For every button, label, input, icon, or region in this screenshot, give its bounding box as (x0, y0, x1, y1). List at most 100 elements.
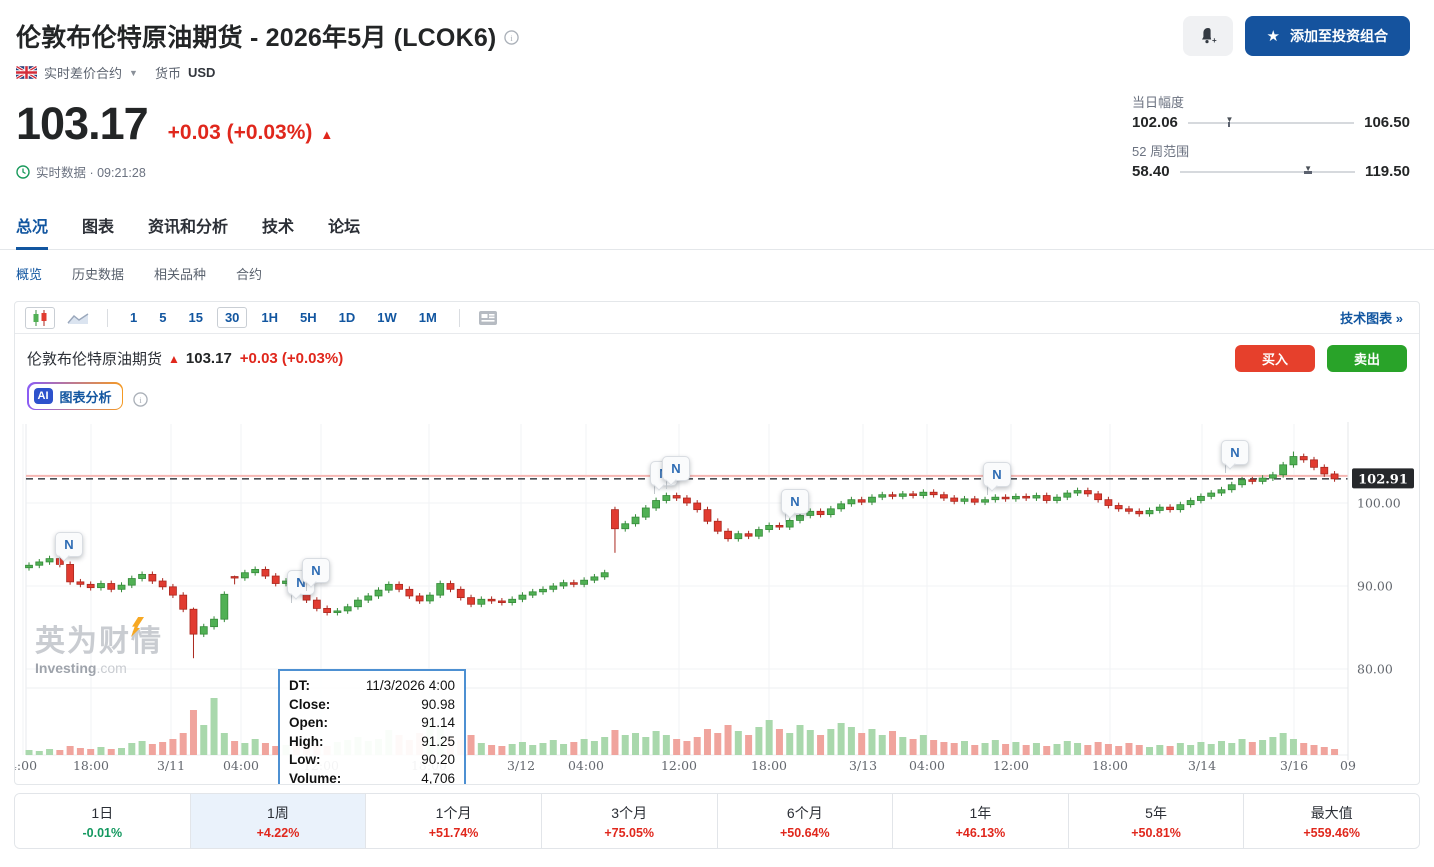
sub-tabs: 概览 历史数据 相关品种 合约 (0, 250, 1434, 293)
news-marker-stem (291, 593, 292, 603)
perf-cell-1日[interactable]: 1日 -0.01% (15, 794, 191, 848)
up-arrow-icon: ▲ (320, 127, 334, 142)
interval-1D[interactable]: 1D (331, 307, 364, 328)
svg-text:04:00: 04:00 (223, 758, 259, 773)
perf-cell-6个月[interactable]: 6个月 +50.64% (717, 794, 894, 848)
tab-资讯和分析[interactable]: 资讯和分析 (148, 219, 229, 236)
area-chart-icon[interactable] (63, 309, 93, 327)
candlestick-chart-icon[interactable] (25, 306, 55, 329)
perf-cell-最大值[interactable]: 最大值 +559.46% (1244, 794, 1419, 848)
svg-text:04:00: 04:00 (909, 758, 945, 773)
price-change: +0.03 (+0.03%) (167, 121, 313, 144)
perf-cell-3个月[interactable]: 3个月 +75.05% (541, 794, 718, 848)
contract-type[interactable]: 实时差价合约 (44, 66, 123, 81)
interval-30[interactable]: 30 (216, 307, 248, 328)
info-icon[interactable]: i (133, 391, 148, 407)
svg-text:3/13: 3/13 (849, 758, 877, 773)
news-marker-stem (654, 484, 655, 494)
interval-selector: 1 5 15 30 1H 5H 1D 1W 1M (122, 307, 445, 328)
subtab-概览[interactable]: 概览 (16, 267, 43, 282)
interval-1W[interactable]: 1W (369, 307, 405, 328)
ai-badge: AI (33, 388, 53, 404)
ai-chart-analysis-button[interactable]: AI 图表分析 (27, 382, 124, 410)
chart-instrument-name: 伦敦布伦特原油期货 (27, 351, 163, 368)
subtab-合约[interactable]: 合约 (236, 267, 263, 282)
news-marker-stem (785, 512, 786, 522)
svg-text:18:00: 18:00 (73, 758, 109, 773)
info-icon[interactable]: i (504, 29, 520, 45)
news-marker[interactable]: N (781, 489, 809, 514)
tooltip-value: 91.14 (421, 715, 455, 731)
range-high: 119.50 (1364, 163, 1410, 180)
divider (458, 308, 460, 327)
interval-1[interactable]: 1 (122, 307, 145, 328)
currency-label: 货币 (154, 66, 181, 81)
sell-button[interactable]: 卖出 (1327, 345, 1407, 372)
news-marker[interactable]: N (983, 462, 1011, 487)
news-marker-stem (59, 555, 60, 565)
perf-label: 3个月 (611, 804, 648, 821)
divider (107, 308, 108, 327)
perf-cell-1年[interactable]: 1年 +46.13% (893, 794, 1069, 848)
price-chart[interactable]: 102.91 100.00 90.00 80.00 4:00 18:00 3/11 04:00… (15, 418, 1419, 784)
perf-label: 1周 (267, 804, 289, 821)
svg-text:+: + (1212, 36, 1217, 45)
perf-value: +50.64% (779, 825, 830, 840)
interval-1M[interactable]: 1M (411, 307, 445, 328)
interval-1H[interactable]: 1H (253, 307, 286, 328)
candlestick-chart[interactable]: 102.91 100.00 90.00 80.00 4:00 18:00 3/11 04:00… (15, 418, 1419, 784)
buy-button[interactable]: 买入 (1235, 345, 1315, 372)
perf-label: 5年 (1145, 804, 1167, 821)
svg-text:i: i (139, 394, 142, 404)
tooltip-row: DT: 11/3/2026 4:00 (289, 677, 455, 696)
ohlc-tooltip: DT: 11/3/2026 4:00 Close: 90.98 Open: 91.14 Hi… (278, 669, 466, 784)
instrument-header: 伦敦布伦特原油期货 - 2026年5月 (LCOK6) i 实时差价合约 ▼ 货… (0, 0, 1434, 181)
performance-bar: 1日 -0.01% 1周 +4.22% 1个月 +51.74% 3个月 +75.05% 6个月 +… (14, 793, 1420, 849)
tooltip-label: High: (289, 733, 324, 749)
price-ranges: 当日幅度 102.06 ▼ 106.50 52 周范围 58.40 ▼ 119.50 (1132, 92, 1410, 190)
range-marker: ▼ (1304, 163, 1313, 174)
tooltip-label: Close: (289, 696, 331, 712)
tab-图表[interactable]: 图表 (82, 219, 115, 236)
interval-5[interactable]: 5 (151, 307, 174, 328)
chart-price: 103.17 (185, 350, 232, 367)
tooltip-value: 4,706 (421, 770, 455, 784)
create-alert-button[interactable]: + (1182, 16, 1233, 56)
perf-cell-1个月[interactable]: 1个月 +51.74% (366, 794, 542, 848)
range-low: 102.06 (1132, 114, 1178, 131)
star-icon: ★ (1266, 28, 1280, 45)
perf-cell-1周[interactable]: 1周 +4.22% (190, 794, 367, 848)
perf-label: 1年 (969, 804, 992, 821)
svg-text:80.00: 80.00 (1357, 662, 1393, 677)
range-track: ▼ (1179, 164, 1355, 174)
news-marker[interactable]: N (662, 456, 690, 481)
news-marker[interactable]: N (302, 558, 330, 583)
interval-5H[interactable]: 5H (292, 307, 325, 328)
svg-text:09: 09 (1340, 758, 1356, 773)
add-to-portfolio-button[interactable]: ★ 添加至投资组合 (1244, 16, 1410, 56)
svg-text:04:00: 04:00 (568, 758, 604, 773)
range-marker: ▼ (1224, 115, 1234, 127)
tab-总况[interactable]: 总况 (16, 203, 49, 250)
tech-chart-link[interactable]: 技术图表 » (1340, 311, 1403, 326)
tab-论坛[interactable]: 论坛 (328, 219, 361, 236)
subtab-历史数据[interactable]: 历史数据 (72, 267, 125, 282)
tooltip-label: Open: (289, 715, 328, 731)
news-marker[interactable]: N (1221, 440, 1249, 465)
subtab-相关品种[interactable]: 相关品种 (154, 267, 207, 282)
tooltip-row: Open: 91.14 (289, 714, 455, 733)
chevron-down-icon[interactable]: ▼ (129, 67, 138, 78)
perf-label: 6个月 (786, 804, 823, 821)
perf-cell-5年[interactable]: 5年 +50.81% (1068, 794, 1245, 848)
perf-value: +559.46% (1303, 825, 1361, 840)
range-label: 52 周范围 (1132, 144, 1190, 159)
tooltip-label: Volume: (289, 770, 342, 784)
news-marker[interactable]: N (55, 532, 83, 557)
news-feed-icon[interactable] (474, 308, 502, 328)
svg-text:90.00: 90.00 (1357, 579, 1393, 594)
tab-技术[interactable]: 技术 (262, 219, 295, 236)
svg-text:3/11: 3/11 (157, 758, 185, 773)
main-tabs: 总况 图表 资讯和分析 技术 论坛 (0, 203, 1434, 250)
interval-15[interactable]: 15 (180, 307, 210, 328)
tooltip-row: Volume: 4,706 (289, 770, 455, 784)
